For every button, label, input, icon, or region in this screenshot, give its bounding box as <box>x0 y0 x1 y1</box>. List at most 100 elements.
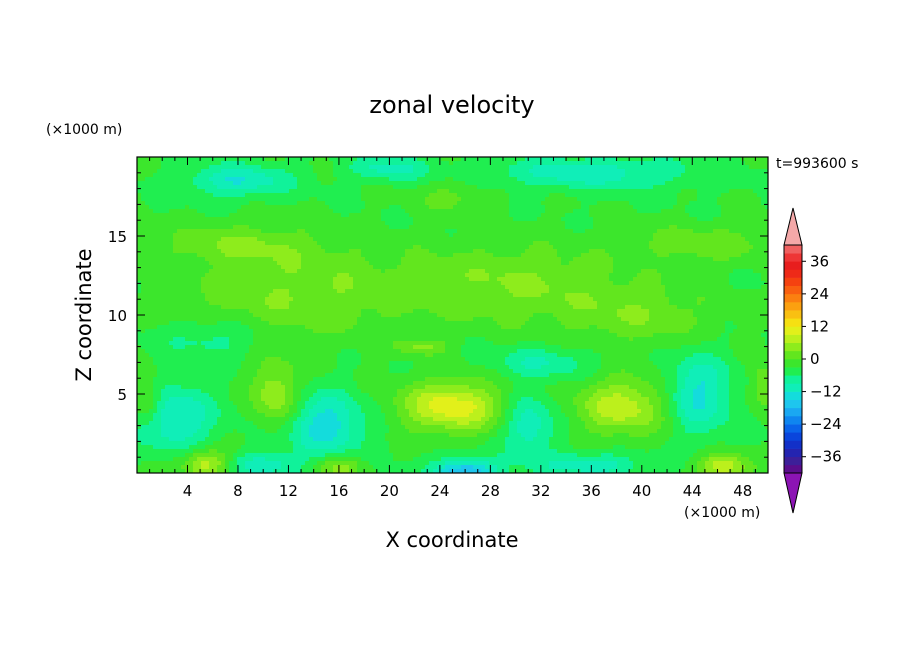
field-cell <box>317 253 322 258</box>
field-cell <box>629 157 634 162</box>
field-cell <box>453 173 458 178</box>
field-cell <box>281 225 286 230</box>
field-cell <box>265 253 270 258</box>
field-cell <box>141 197 146 202</box>
field-cell <box>549 193 554 198</box>
field-cell <box>445 205 450 210</box>
field-cell <box>489 241 494 246</box>
field-cell <box>185 193 190 198</box>
field-cell <box>585 201 590 206</box>
field-cell <box>653 189 658 194</box>
field-cell <box>745 249 750 254</box>
field-cell <box>321 197 326 202</box>
field-cell <box>557 225 562 230</box>
field-cell <box>437 177 442 182</box>
field-cell <box>765 185 768 190</box>
field-cell <box>253 237 258 242</box>
field-cell <box>301 237 306 242</box>
field-cell <box>445 177 450 182</box>
field-cell <box>541 253 546 258</box>
field-cell <box>449 221 454 226</box>
field-cell <box>149 165 154 170</box>
field-cell <box>545 189 550 194</box>
field-cell <box>725 229 730 234</box>
field-cell <box>733 249 738 254</box>
field-cell <box>529 165 534 170</box>
field-cell <box>493 217 498 222</box>
field-cell <box>501 197 506 202</box>
field-cell <box>425 273 430 278</box>
field-cell <box>369 201 374 206</box>
field-cell <box>313 205 318 210</box>
field-cell <box>421 217 426 222</box>
field-cell <box>757 157 762 162</box>
field-cell <box>181 281 186 286</box>
field-cell <box>241 165 246 170</box>
field-cell <box>373 229 378 234</box>
field-cell <box>509 233 514 238</box>
field-cell <box>149 197 154 202</box>
field-cell <box>145 245 150 250</box>
field-cell <box>721 157 726 162</box>
field-cell <box>265 269 270 274</box>
field-cell <box>741 185 746 190</box>
field-cell <box>469 245 474 250</box>
field-cell <box>493 169 498 174</box>
field-cell <box>205 193 210 198</box>
field-cell <box>137 193 142 198</box>
field-cell <box>649 157 654 162</box>
field-cell <box>589 181 594 186</box>
field-cell <box>633 165 638 170</box>
field-cell <box>357 213 362 218</box>
field-cell <box>745 205 750 210</box>
field-cell <box>217 161 222 166</box>
field-cell <box>205 205 210 210</box>
field-cell <box>229 237 234 242</box>
field-cell <box>701 161 706 166</box>
field-cell <box>585 277 590 282</box>
field-cell <box>273 213 278 218</box>
field-cell <box>705 201 710 206</box>
field-cell <box>509 177 514 182</box>
field-cell <box>429 169 434 174</box>
field-cell <box>325 181 330 186</box>
field-cell <box>325 261 330 266</box>
field-cell <box>657 229 662 234</box>
field-cell <box>613 265 618 270</box>
field-cell <box>145 225 150 230</box>
field-cell <box>249 261 254 266</box>
field-cell <box>609 165 614 170</box>
field-cell <box>305 253 310 258</box>
field-cell <box>173 213 178 218</box>
field-cell <box>757 253 762 258</box>
field-cell <box>281 221 286 226</box>
field-cell <box>737 277 742 282</box>
field-cell <box>741 261 746 266</box>
field-cell <box>161 233 166 238</box>
field-cell <box>477 213 482 218</box>
field-cell <box>649 269 654 274</box>
field-cell <box>689 201 694 206</box>
field-cell <box>513 181 518 186</box>
field-cell <box>717 157 722 162</box>
field-cell <box>297 173 302 178</box>
field-cell <box>381 269 386 274</box>
field-cell <box>201 237 206 242</box>
field-cell <box>189 193 194 198</box>
field-cell <box>169 245 174 250</box>
field-cell <box>249 177 254 182</box>
field-cell <box>421 177 426 182</box>
field-cell <box>349 217 354 222</box>
field-cell <box>733 177 738 182</box>
field-cell <box>445 209 450 214</box>
field-cell <box>309 197 314 202</box>
field-cell <box>713 209 718 214</box>
field-cell <box>181 237 186 242</box>
field-cell <box>661 209 666 214</box>
field-cell <box>409 241 414 246</box>
field-cell <box>633 169 638 174</box>
field-cell <box>157 161 162 166</box>
field-cell <box>569 277 574 282</box>
field-cell <box>569 225 574 230</box>
field-cell <box>473 165 478 170</box>
